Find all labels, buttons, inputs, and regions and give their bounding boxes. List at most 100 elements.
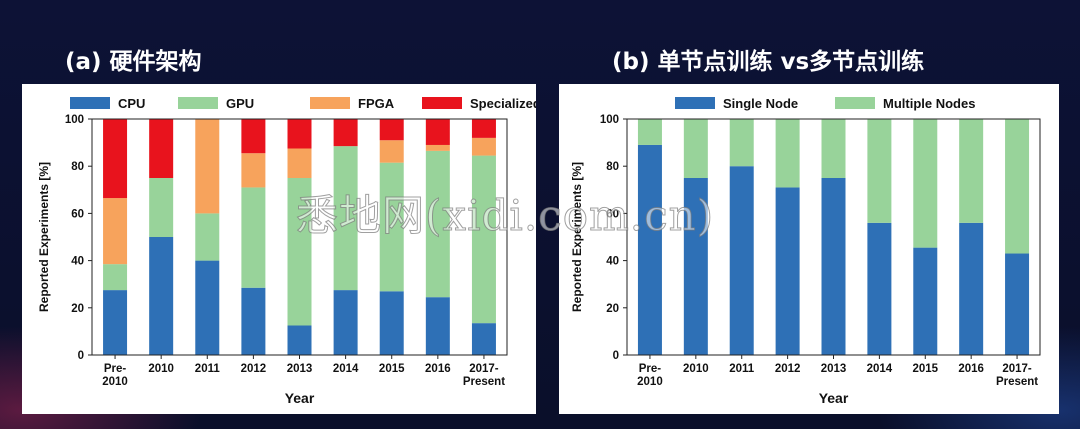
chart-a-bar [379, 162, 404, 292]
chart-b-bar [867, 119, 892, 223]
chart-b-bar [913, 119, 938, 248]
chart-a-bar [287, 148, 312, 178]
chart-a-x-tick-label: Present [463, 376, 505, 388]
chart-b-x-tick-label: 2010 [683, 363, 709, 375]
chart-b-x-tick-label: 2013 [821, 363, 847, 375]
chart-b-panel: Single Node Multiple Nodes Pre- 2010 2010 201… [559, 84, 1059, 414]
chart-a-x-axis-label: Year [285, 390, 315, 406]
chart-a-bar [149, 119, 174, 178]
chart-b-bar [775, 119, 800, 188]
chart-a-bar [425, 150, 450, 298]
chart-a-x-tick-label: 2011 [195, 363, 221, 375]
chart-b-y-tick-label: 80 [606, 161, 619, 173]
chart-a-bar [471, 323, 496, 355]
chart-b-legend-swatch [835, 97, 875, 109]
chart-b-x-tick-label: 2016 [958, 363, 984, 375]
chart-a-bar [103, 198, 128, 265]
chart-a-bar [333, 146, 358, 291]
chart-a-heading: (a) 硬件架构 [65, 49, 202, 75]
chart-b-bar [821, 119, 846, 178]
chart-a-bar [379, 140, 404, 163]
chart-b-bar [683, 119, 708, 178]
chart-a-bar [425, 144, 450, 151]
chart-a-bar [471, 137, 496, 156]
chart-a-bar [471, 119, 496, 138]
chart-b-bar [1005, 253, 1030, 355]
chart-a-x-tick-label: 2017- [469, 363, 499, 375]
chart-a-bar [103, 119, 128, 199]
chart-a-y-tick-label: 0 [78, 350, 84, 362]
chart-a-bar [149, 237, 174, 355]
chart-b-bar [637, 119, 662, 145]
chart-a-x-tick-label: 2013 [287, 363, 313, 375]
chart-b-x-tick-label: Present [996, 376, 1038, 388]
chart-a-y-tick-label: 100 [65, 114, 84, 126]
chart-a-legend-label: GPU [226, 96, 254, 111]
chart-b-x-tick-label: 2012 [775, 363, 801, 375]
chart-a-legend-label: CPU [118, 96, 145, 111]
chart-a-axes-frame [91, 118, 508, 356]
chart-a-legend-swatch [310, 97, 350, 109]
chart-b-x-tick-label: 2015 [912, 363, 938, 375]
chart-b-x-tick-label: 2017- [1002, 363, 1032, 375]
chart-b-bar [637, 144, 662, 355]
chart-b-bar [775, 187, 800, 355]
chart-b-bar [959, 222, 984, 355]
chart-b-bar [867, 222, 892, 355]
chart-a-y-tick-label: 20 [71, 303, 84, 315]
chart-a-x-tick-label: 2010 [102, 376, 128, 388]
chart-b-y-tick-label: 0 [613, 350, 619, 362]
chart-b-bar [729, 119, 754, 167]
chart-a-y-tick-label: 40 [71, 256, 84, 268]
chart-b-x-tick-label: 2010 [637, 376, 663, 388]
chart-b-bar [729, 166, 754, 355]
chart-a-bar [379, 291, 404, 355]
chart-b-x-tick-label: Pre- [639, 363, 662, 375]
chart-a-y-tick-label: 80 [71, 161, 84, 173]
chart-b-bar [959, 119, 984, 223]
chart-a-bar [241, 119, 266, 154]
chart-b-y-tick-label: 60 [606, 208, 619, 220]
chart-a-y-axis-label: Reported Experiments [%] [37, 162, 51, 312]
chart-a-legend-label: Specialized [470, 96, 536, 111]
chart-a-bar [241, 287, 266, 355]
chart-a-bar [195, 213, 220, 261]
chart-b-x-axis-label: Year [819, 390, 849, 406]
chart-a-y-tick-label: 60 [71, 208, 84, 220]
chart-b-legend-swatch [675, 97, 715, 109]
chart-a-legend-swatch [422, 97, 462, 109]
chart-a-bar [149, 178, 174, 237]
chart-a-legend-swatch [178, 97, 218, 109]
chart-a-bar [379, 119, 404, 141]
chart-b-y-tick-label: 100 [600, 114, 619, 126]
chart-b-bar [913, 247, 938, 355]
chart-a-x-tick-label: 2015 [379, 363, 405, 375]
chart-b-bar [1005, 119, 1030, 254]
chart-a-bar [287, 119, 312, 149]
chart-a-legend-label: FPGA [358, 96, 395, 111]
chart-b-legend-label: Single Node [723, 96, 798, 111]
chart-a-bar [287, 178, 312, 326]
chart-b-x-tick-label: 2014 [867, 363, 893, 375]
chart-a-bar [425, 119, 450, 145]
chart-b-y-axis-label: Reported Experiments [%] [570, 162, 584, 312]
chart-a-bar [103, 264, 128, 291]
chart-a-bar [333, 290, 358, 355]
chart-b-legend-label: Multiple Nodes [883, 96, 975, 111]
chart-a-bar [425, 297, 450, 355]
chart-b-y-tick-label: 40 [606, 256, 619, 268]
chart-a-bar [195, 119, 220, 214]
chart-a-bar [287, 325, 312, 355]
chart-a-x-tick-label: 2012 [241, 363, 267, 375]
chart-b-y-tick-label: 20 [606, 303, 619, 315]
chart-a-bar [241, 153, 266, 188]
chart-a-x-tick-label: 2010 [148, 363, 174, 375]
chart-a-x-tick-label: Pre- [104, 363, 127, 375]
chart-a-legend-swatch [70, 97, 110, 109]
chart-a-panel: CPU GPU FPGA Specialized Pre- 2010 2010 2011 201… [22, 84, 536, 414]
chart-a-bar [333, 119, 358, 147]
chart-b-heading: (b) 单节点训练 vs多节点训练 [612, 49, 925, 75]
chart-a-bar [195, 260, 220, 355]
